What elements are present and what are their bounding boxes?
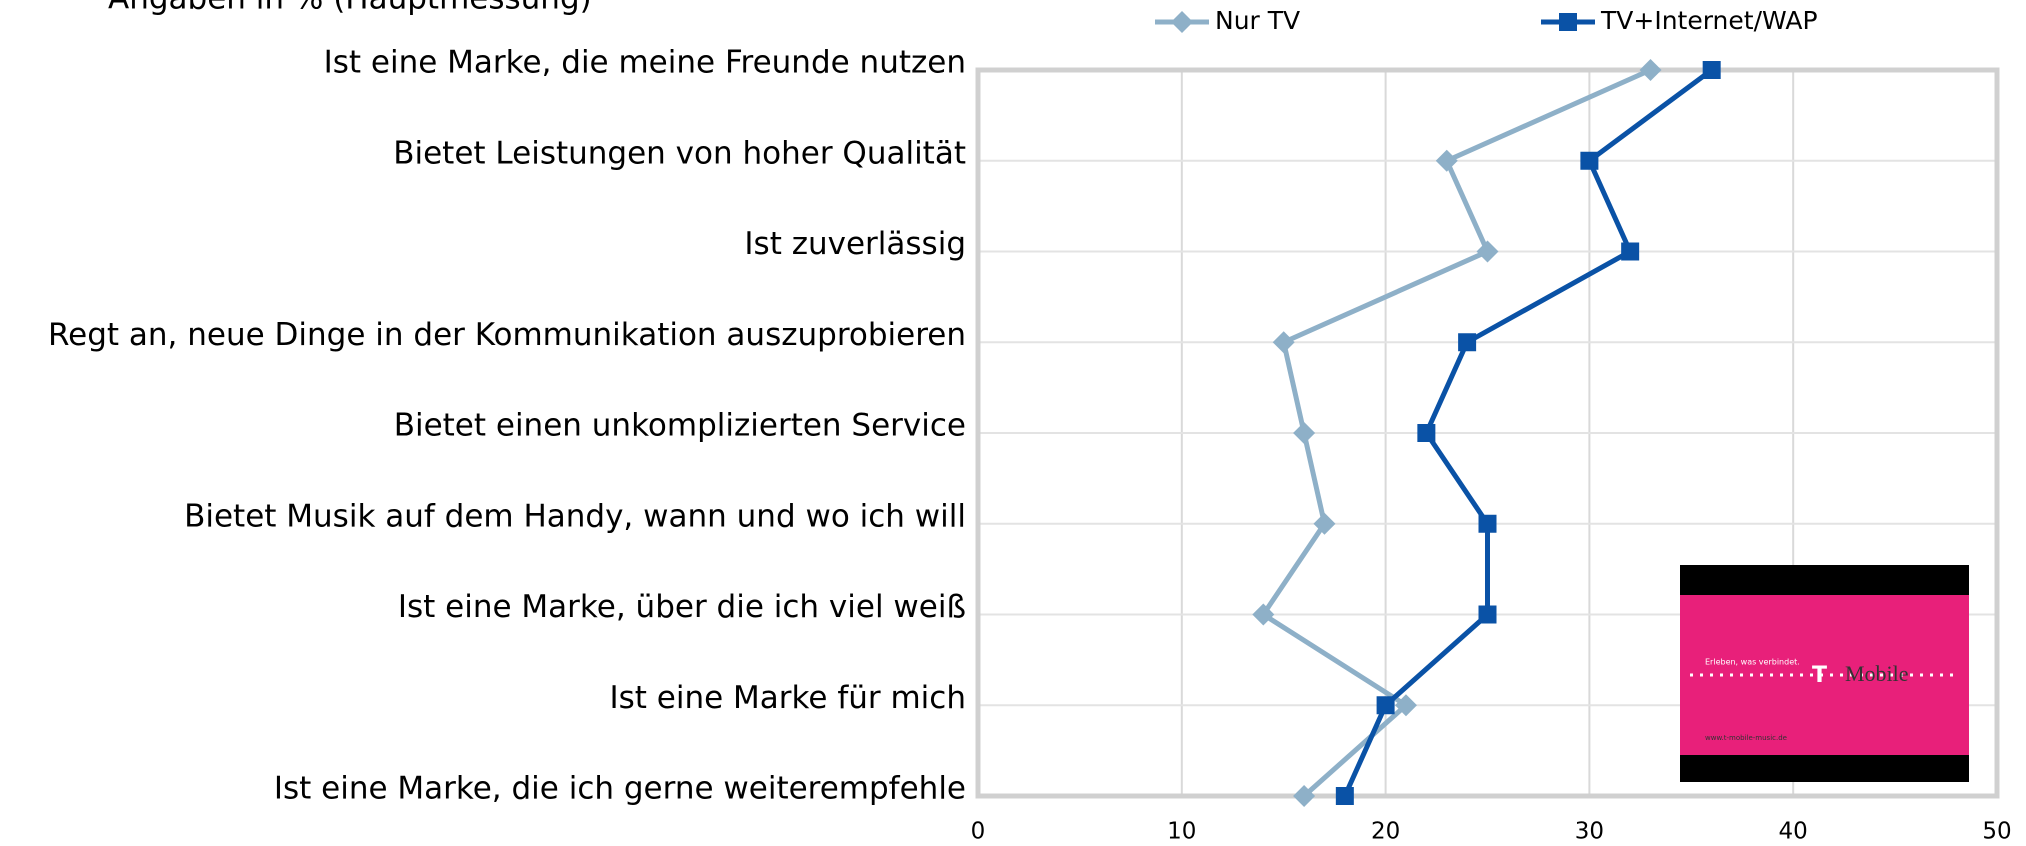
marker <box>1171 11 1193 33</box>
marker <box>1639 59 1662 81</box>
x-tick-label: 40 <box>1779 819 1808 843</box>
marker <box>1417 424 1436 442</box>
y-tick-label: Bietet Leistungen von hoher Qualität <box>393 135 966 171</box>
y-tick-label: Ist eine Marke, die ich gerne weiterempf… <box>274 771 966 807</box>
marker <box>1376 696 1395 715</box>
x-tick-label: 0 <box>971 819 986 843</box>
y-tick-label: Regt an, neue Dinge in der Kommunikation… <box>48 317 966 353</box>
ad-slogan: Erleben, was verbindet. <box>1705 658 1800 667</box>
y-tick-label: Bietet Musik auf dem Handy, wann und wo … <box>184 498 966 534</box>
y-tick-label: Bietet einen unkomplizierten Service <box>394 408 966 444</box>
marker <box>1458 333 1477 352</box>
marker <box>1702 61 1721 79</box>
x-tick-label: 30 <box>1575 819 1604 843</box>
y-tick-label: Ist eine Marke für mich <box>610 680 967 716</box>
marker <box>1293 422 1316 444</box>
plot-area: 0 10 20 30 40 50 Ist eine Marke, die meine Fre… <box>48 6 2012 845</box>
x-tick-label: 50 <box>1982 819 2011 843</box>
marker <box>1313 512 1336 535</box>
inset-ad: Erleben, was verbindet. T Mobile www.t-m… <box>1680 565 1969 782</box>
y-tick-label: Ist zuverlässig <box>744 226 966 262</box>
legend-label: TV+Internet/WAP <box>1600 6 1818 35</box>
marker <box>1394 694 1417 717</box>
y-tick-label: Ist eine Marke, die meine Freunde nutzen <box>324 45 966 81</box>
x-tick-label: 10 <box>1167 819 1196 843</box>
marker <box>1621 242 1640 261</box>
marker <box>1293 785 1316 807</box>
ad-url: www.t-mobile-music.de <box>1705 734 1787 742</box>
y-tick-label: Ist eine Marke, über die ich viel weiß <box>398 589 966 625</box>
marker <box>1435 149 1458 172</box>
marker <box>1478 514 1497 533</box>
marker <box>1252 603 1275 626</box>
marker <box>1478 605 1497 624</box>
subtitle: Angaben in % (Hauptmessung) <box>108 0 592 17</box>
x-tick-label: 20 <box>1371 819 1400 843</box>
plot-border <box>975 67 2000 799</box>
marker <box>1559 13 1577 31</box>
ad-t-logo: T <box>1812 663 1827 688</box>
marker <box>1476 240 1499 263</box>
marker <box>1272 331 1295 354</box>
legend-label: Nur TV <box>1215 6 1300 35</box>
ad-logo: Mobile <box>1845 661 1909 686</box>
marker <box>1335 787 1354 805</box>
marker <box>1580 151 1599 170</box>
